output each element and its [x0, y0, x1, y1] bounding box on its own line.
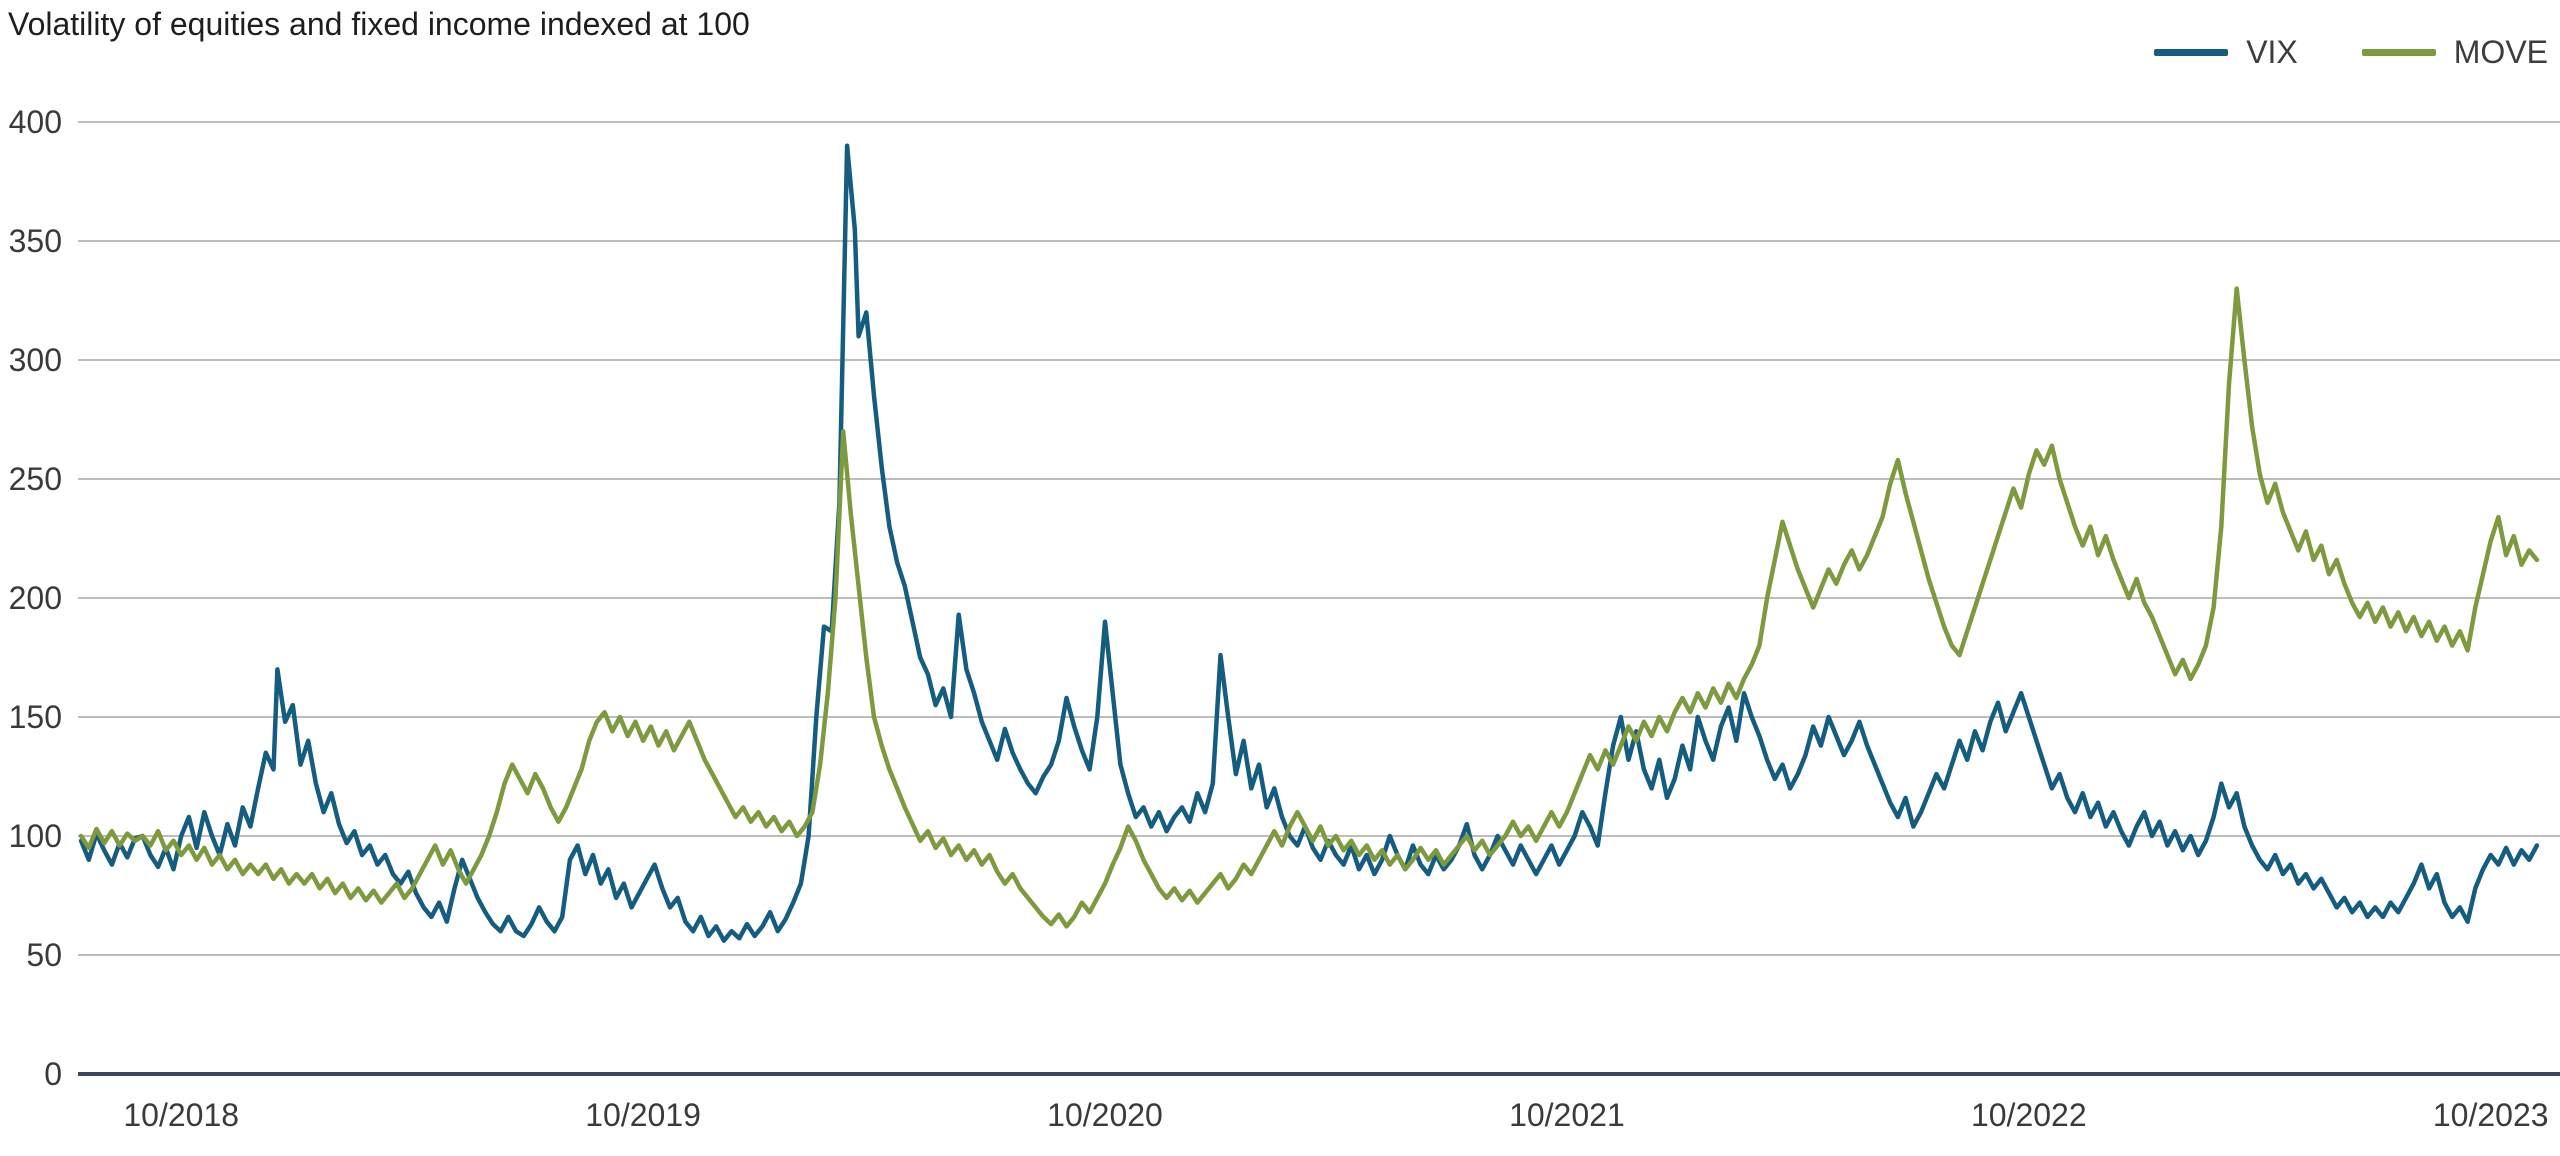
y-tick-label: 150 [9, 699, 62, 735]
x-tick-label: 10/2018 [123, 1097, 239, 1133]
vix-line [78, 143, 2540, 943]
legend-label-vix: VIX [2246, 34, 2298, 70]
y-tick-label: 300 [9, 342, 62, 378]
chart-title: Volatility of equities and fixed income … [8, 6, 750, 42]
y-tick-label: 250 [9, 461, 62, 497]
y-tick-label: 0 [44, 1056, 62, 1092]
move-line [78, 286, 2540, 929]
y-tick-label: 100 [9, 818, 62, 854]
x-tick-label: 10/2023 [2433, 1097, 2549, 1133]
legend-item-vix: VIX [2154, 34, 2298, 71]
legend-label-move: MOVE [2453, 34, 2548, 70]
y-tick-label: 50 [26, 937, 62, 973]
x-tick-label: 10/2021 [1509, 1097, 1625, 1133]
y-tick-label: 400 [9, 104, 62, 140]
x-tick-label: 10/2019 [585, 1097, 701, 1133]
chart-legend: VIX MOVE [2154, 34, 2548, 71]
legend-item-move: MOVE [2361, 34, 2548, 71]
x-tick-label: 10/2022 [1971, 1097, 2087, 1133]
y-tick-label: 200 [9, 580, 62, 616]
vix-line-swatch [2154, 49, 2229, 56]
y-tick-label: 350 [9, 223, 62, 259]
x-tick-label: 10/2020 [1047, 1097, 1163, 1133]
move-line-swatch [2361, 49, 2436, 56]
